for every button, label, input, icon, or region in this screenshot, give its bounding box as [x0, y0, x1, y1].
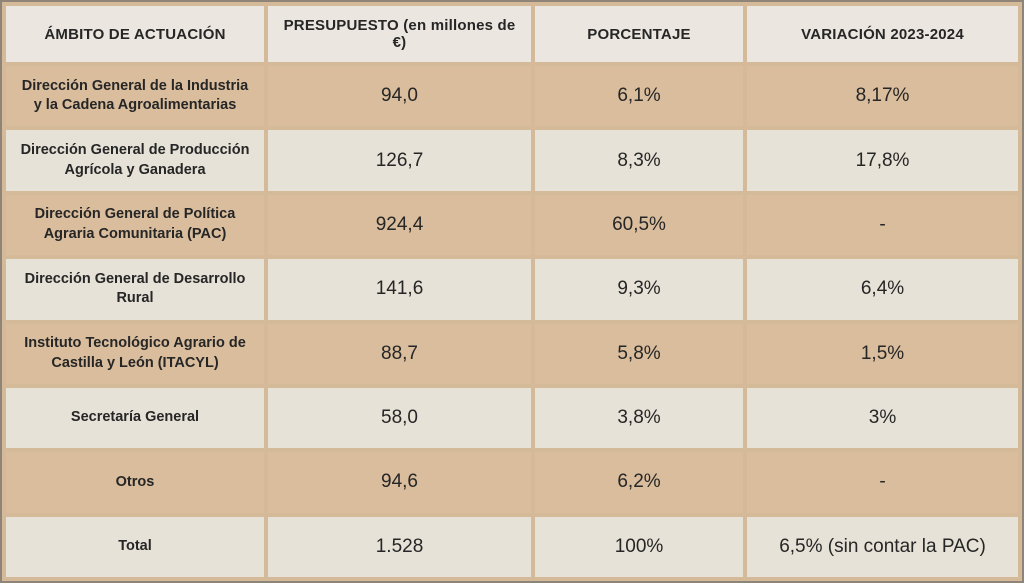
- cell-porcentaje: 9,3%: [535, 259, 743, 320]
- table-row: Secretaría General 58,0 3,8% 3%: [6, 387, 1018, 449]
- cell-ambito-total: Total: [6, 516, 264, 577]
- cell-ambito: Otros: [6, 452, 264, 513]
- cell-variacion: -: [747, 452, 1018, 513]
- column-header-porcentaje: PORCENTAJE: [535, 6, 743, 62]
- cell-presupuesto: 924,4: [268, 194, 531, 256]
- cell-ambito: Dirección General de la Industria y la C…: [6, 66, 264, 127]
- table-row: Dirección General de la Industria y la C…: [6, 66, 1018, 127]
- table-row: Dirección General de Producción Agrícola…: [6, 130, 1018, 191]
- cell-variacion: 6,5% (sin contar la PAC): [747, 516, 1018, 577]
- table-row-total: Total 1.528 100% 6,5% (sin contar la PAC…: [6, 516, 1018, 577]
- cell-porcentaje: 5,8%: [535, 323, 743, 384]
- cell-ambito: Dirección General de Producción Agrícola…: [6, 130, 264, 191]
- cell-porcentaje: 3,8%: [535, 387, 743, 449]
- cell-ambito: Instituto Tecnológico Agrario de Castill…: [6, 323, 264, 384]
- table-row: Dirección General de Desarrollo Rural 14…: [6, 259, 1018, 320]
- cell-ambito: Dirección General de Desarrollo Rural: [6, 259, 264, 320]
- cell-variacion: 17,8%: [747, 130, 1018, 191]
- cell-variacion: 1,5%: [747, 323, 1018, 384]
- column-header-ambito: ÁMBITO DE ACTUACIÓN: [6, 6, 264, 62]
- column-header-presupuesto: PRESUPUESTO (en millones de €): [268, 6, 531, 62]
- table-row: Dirección General de Política Agraria Co…: [6, 194, 1018, 256]
- cell-variacion: 6,4%: [747, 259, 1018, 320]
- cell-presupuesto: 94,0: [268, 66, 531, 127]
- cell-porcentaje: 6,1%: [535, 66, 743, 127]
- cell-porcentaje: 100%: [535, 516, 743, 577]
- cell-presupuesto: 126,7: [268, 130, 531, 191]
- cell-ambito: Dirección General de Política Agraria Co…: [6, 194, 264, 256]
- cell-porcentaje: 60,5%: [535, 194, 743, 256]
- cell-presupuesto: 141,6: [268, 259, 531, 320]
- table-row: Instituto Tecnológico Agrario de Castill…: [6, 323, 1018, 384]
- cell-porcentaje: 8,3%: [535, 130, 743, 191]
- cell-presupuesto: 88,7: [268, 323, 531, 384]
- cell-ambito: Secretaría General: [6, 387, 264, 449]
- table-header-row: ÁMBITO DE ACTUACIÓN PRESUPUESTO (en mill…: [6, 6, 1018, 62]
- table-row: Otros 94,6 6,2% -: [6, 452, 1018, 513]
- column-header-variacion: VARIACIÓN 2023-2024: [747, 6, 1018, 62]
- cell-presupuesto: 58,0: [268, 387, 531, 449]
- cell-variacion: 8,17%: [747, 66, 1018, 127]
- cell-variacion: 3%: [747, 387, 1018, 449]
- cell-porcentaje: 6,2%: [535, 452, 743, 513]
- cell-presupuesto: 1.528: [268, 516, 531, 577]
- cell-presupuesto: 94,6: [268, 452, 531, 513]
- cell-variacion: -: [747, 194, 1018, 256]
